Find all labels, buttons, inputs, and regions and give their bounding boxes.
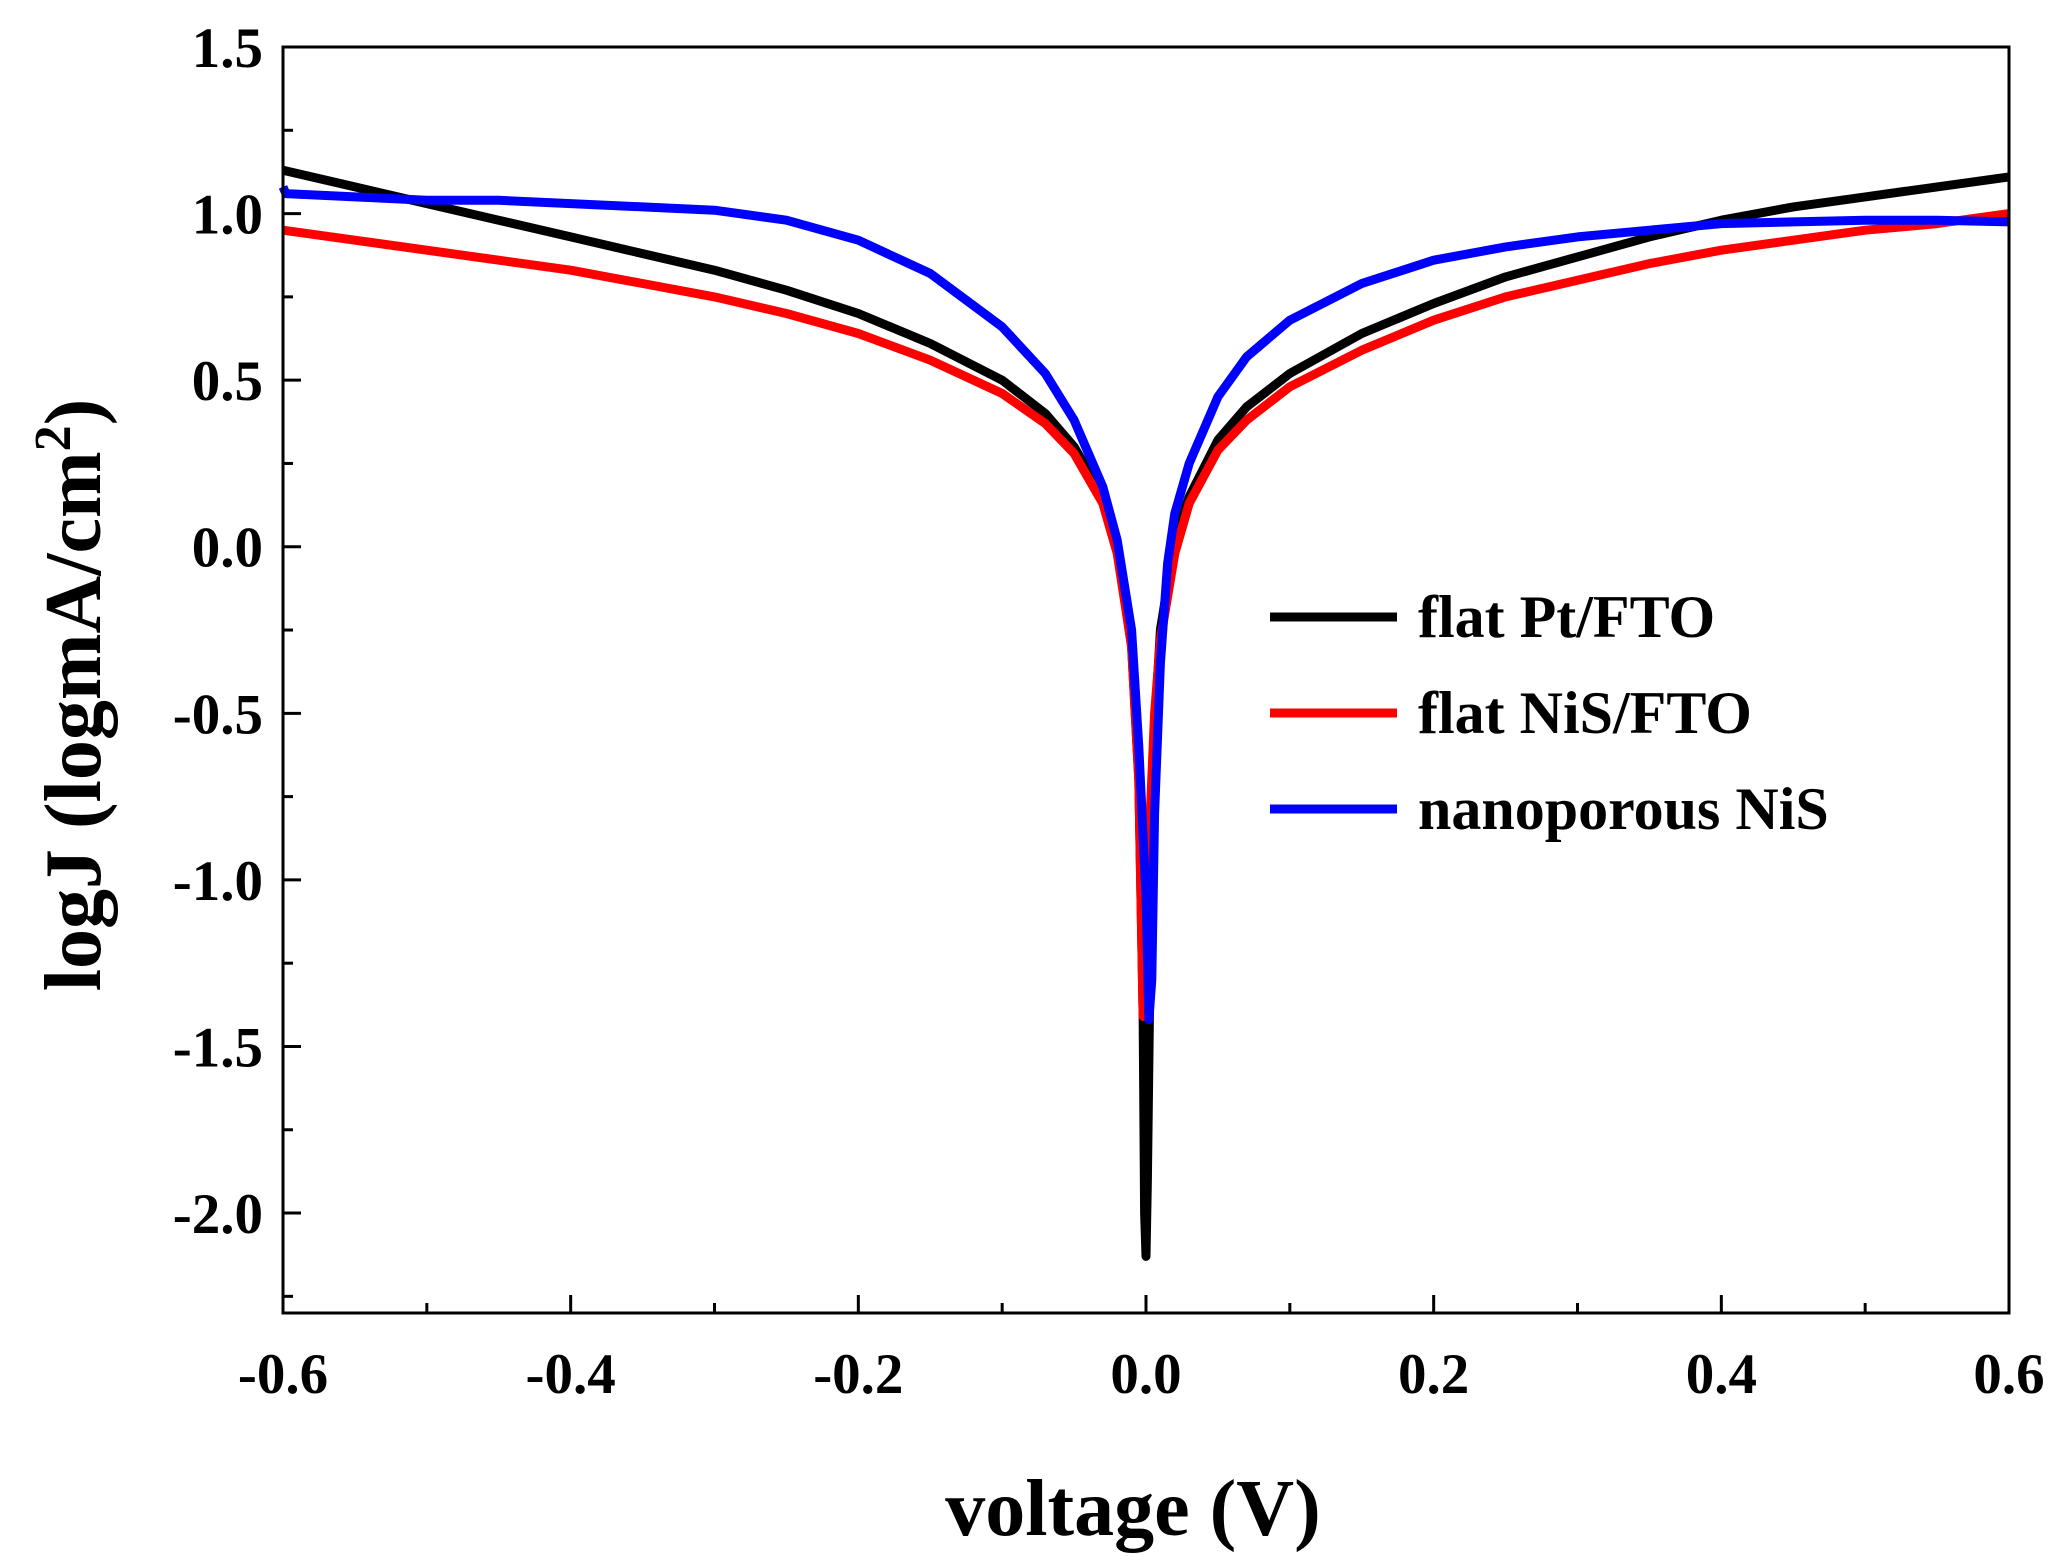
- x-tick-label: 0.0: [1110, 1343, 1181, 1406]
- y-tick-label: 0.5: [192, 350, 263, 413]
- series-line-0: [281, 165, 2010, 1261]
- y-tick-label: -1.0: [173, 850, 263, 913]
- x-tick-label: -0.2: [813, 1343, 903, 1406]
- legend-label-0: flat Pt/FTO: [1418, 584, 1715, 650]
- x-tick-label: -0.6: [238, 1343, 328, 1406]
- y-tick-label: 0.0: [192, 517, 263, 580]
- axis-ticks: [281, 45, 2011, 1313]
- series-layer: [278, 165, 2010, 1261]
- x-tick-labels: -0.6 -0.4 -0.2 0.0 0.2 0.4 0.6: [238, 1343, 2045, 1406]
- y-axis-title-sup: 2: [25, 425, 82, 451]
- y-tick-label: 1.0: [192, 184, 263, 247]
- y-tick-labels: -2.0 -1.5 -1.0 -0.5 0.0 0.5 1.0 1.5: [173, 17, 263, 1246]
- y-tick-label: -0.5: [173, 683, 263, 746]
- y-axis-title: logJ (logmA/cm2): [25, 399, 118, 992]
- x-tick-label: 0.6: [1973, 1343, 2044, 1406]
- legend-label-1: flat NiS/FTO: [1418, 680, 1752, 746]
- y-tick-label: -2.0: [173, 1183, 263, 1246]
- y-axis-title-close: ): [30, 399, 118, 426]
- y-tick-label: -1.5: [173, 1016, 263, 1079]
- plot-frame: [281, 45, 2011, 1315]
- y-tick-label: 1.5: [192, 17, 263, 80]
- legend: flat Pt/FTO flat NiS/FTO nanoporous NiS: [1270, 584, 1829, 842]
- series-line-2: [278, 185, 2010, 1025]
- x-tick-label: -0.4: [526, 1343, 616, 1406]
- y-axis-title-main: logJ (logmA/cm: [30, 451, 118, 991]
- x-axis-title: voltage (V): [945, 1465, 1320, 1553]
- x-tick-label: 0.4: [1686, 1343, 1757, 1406]
- x-tick-label: 0.2: [1398, 1343, 1469, 1406]
- legend-label-2: nanoporous NiS: [1418, 776, 1829, 842]
